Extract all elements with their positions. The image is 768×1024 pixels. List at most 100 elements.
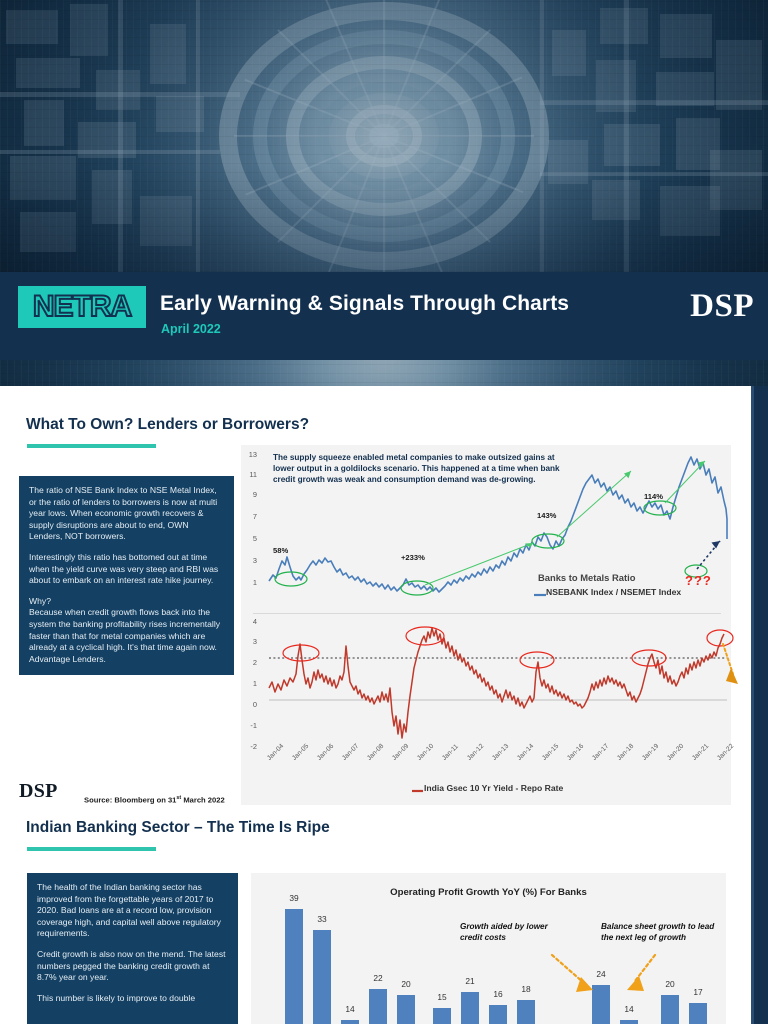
- chart-2-highlight-ellipse: [282, 644, 320, 662]
- chart-2-ytick: 2: [252, 658, 257, 667]
- chart-1-highlight-ellipse: [274, 571, 308, 587]
- chart-1-ytick: 1: [252, 578, 257, 587]
- dsp-logo-header: DSP: [690, 288, 754, 324]
- chart-2-line: [268, 627, 725, 739]
- chart-2-highlight-ellipse: [631, 649, 667, 667]
- chart-1-legend-label: NSEBANK Index / NSEMET Index: [546, 587, 682, 597]
- page-title: Early Warning & Signals Through Charts: [160, 292, 570, 315]
- section-1-rule: [27, 444, 156, 448]
- callout-para: Why? Because when credit growth flows ba…: [29, 595, 221, 664]
- chart-3-bar: [341, 1020, 359, 1024]
- section-2-callout: The health of the Indian banking sector …: [27, 873, 238, 1024]
- chart-2-legend-swatch: [412, 789, 423, 793]
- callout-para: The health of the Indian banking sector …: [37, 882, 221, 939]
- chart-3-bar: [517, 1000, 535, 1024]
- chart-3-bar: [285, 909, 303, 1024]
- chart-1-ytick: 9: [252, 490, 257, 499]
- report-title-bar: NETRA Early Warning & Signals Through Ch…: [0, 272, 768, 360]
- chart-1-trend-arrow: [424, 460, 706, 586]
- chart-1-ytick: 5: [252, 534, 257, 543]
- netra-logo: NETRA: [18, 286, 146, 328]
- chart-3-bar: [461, 992, 479, 1024]
- chart-2-highlight-ellipse: [706, 629, 734, 647]
- chart-3-annotation-arrow-2: [627, 953, 657, 991]
- chart-3-bar: [397, 995, 415, 1024]
- chart-2-ytick: 1: [252, 679, 257, 688]
- chart-3-bar-value: 14: [345, 1004, 355, 1014]
- chart-2-plot: [268, 626, 738, 739]
- right-rail: [754, 386, 768, 1024]
- section-2-rule: [27, 847, 156, 851]
- hero-aerial-photo: [0, 0, 768, 272]
- chart-3-bar: [489, 1005, 507, 1024]
- chart-1-title: Banks to Metals Ratio: [538, 572, 636, 583]
- chart-2-highlight-ellipse: [405, 626, 445, 646]
- chart-3-bar: [369, 989, 387, 1024]
- chart-3-bar-value: 20: [665, 979, 675, 989]
- chart-2-ytick: -2: [250, 742, 257, 751]
- report-date: April 2022: [161, 322, 221, 336]
- aerial-city-roundabout-image: [0, 0, 768, 272]
- chart-panel-2: Operating Profit Growth YoY (%) For Bank…: [251, 873, 726, 1024]
- chart-3-bar-value: 14: [624, 1004, 634, 1014]
- chart-1-forecast-arrow: [684, 540, 721, 578]
- callout-para: The ratio of NSE Bank Index to NSE Metal…: [29, 485, 218, 542]
- chart-3-bar-value: 17: [693, 987, 703, 997]
- chart-3-bar: [433, 1008, 451, 1024]
- dsp-logo-footer: DSP: [19, 781, 75, 801]
- chart-2-legend-label: India Gsec 10 Yr Yield - Repo Rate: [424, 783, 564, 793]
- chart-2-highlight-ellipse: [519, 651, 555, 669]
- chart-1-ytick: 7: [252, 512, 257, 521]
- chart-2-ytick: 3: [252, 637, 257, 646]
- chart-3-annotation-2: Balance sheet growth to lead the next le…: [601, 922, 715, 942]
- chart-3-bar: [689, 1003, 707, 1024]
- chart-3-bar-value: 39: [289, 893, 299, 903]
- netra-logo-text: NETRA: [32, 289, 133, 324]
- chart-2-ytick: 0: [252, 700, 257, 709]
- chart-1-note: The supply squeeze enabled metal compani…: [273, 453, 560, 484]
- chart-3-bar-value: 15: [437, 992, 447, 1002]
- section-1-title: What To Own? Lenders or Borrowers?: [26, 416, 310, 433]
- chart-1-line: [268, 456, 725, 593]
- chart-1-line-tail: [723, 500, 728, 539]
- chart-3-bar: [592, 985, 610, 1024]
- chart-1-highlight-ellipse: [643, 500, 677, 516]
- chart-1-plot: [268, 456, 728, 596]
- chart-1-question-annotation: ???: [685, 573, 712, 588]
- chart-3-title: Operating Profit Growth YoY (%) For Bank…: [390, 887, 587, 898]
- chart-2-ytick: -1: [250, 721, 257, 730]
- chart-3-bar-value: 16: [493, 989, 503, 999]
- chart-1-annotation: 58%: [273, 546, 289, 555]
- chart-1-highlight-ellipse: [531, 533, 565, 549]
- chart-3-bar: [661, 995, 679, 1024]
- chart-3-bar-value: 24: [596, 969, 606, 979]
- chart-3-bar: [313, 930, 331, 1024]
- chart-1-ytick: 11: [249, 470, 257, 479]
- chart-1-highlight-ellipse: [400, 580, 434, 596]
- chart-1-highlight-ellipse: [684, 564, 708, 578]
- chart-1-ytick: 3: [252, 556, 257, 565]
- chart-3-annotation-1: Growth aided by lower credit costs: [460, 922, 548, 942]
- chart-3-bar-value: 20: [401, 979, 411, 989]
- callout-para: Interestingly this ratio has bottomed ou…: [29, 551, 219, 586]
- callout-para: This number is likely to improve to doub…: [37, 992, 196, 1003]
- chart-3-bar-value: 18: [521, 984, 531, 994]
- right-rail-inner: [751, 386, 754, 1024]
- left-margin-rail: [0, 386, 8, 1024]
- chart-2-forecast-arrow: [722, 643, 738, 684]
- chart-divider: [253, 613, 721, 614]
- report-content: What To Own? Lenders or Borrowers? The r…: [8, 386, 751, 1024]
- dsp-logo-text: DSP: [19, 780, 58, 802]
- callout-para: Credit growth is also now on the mend. T…: [37, 948, 226, 983]
- chart-1-annotation: 143%: [537, 511, 557, 520]
- dsp-logo-text: DSP: [690, 288, 754, 324]
- chart-3-bar-value: 33: [317, 914, 327, 924]
- section-1-callout: The ratio of NSE Bank Index to NSE Metal…: [19, 476, 234, 676]
- chart-source-note: Source: Bloomberg on 31st March 2022: [84, 795, 225, 805]
- chart-3-annotation-arrow-1: [550, 953, 593, 992]
- chart-1-ytick: 13: [248, 450, 257, 459]
- chart-3-bar-value: 22: [373, 973, 383, 983]
- chart-1-annotation: +233%: [401, 553, 425, 562]
- hero-photo-strip: [0, 360, 768, 386]
